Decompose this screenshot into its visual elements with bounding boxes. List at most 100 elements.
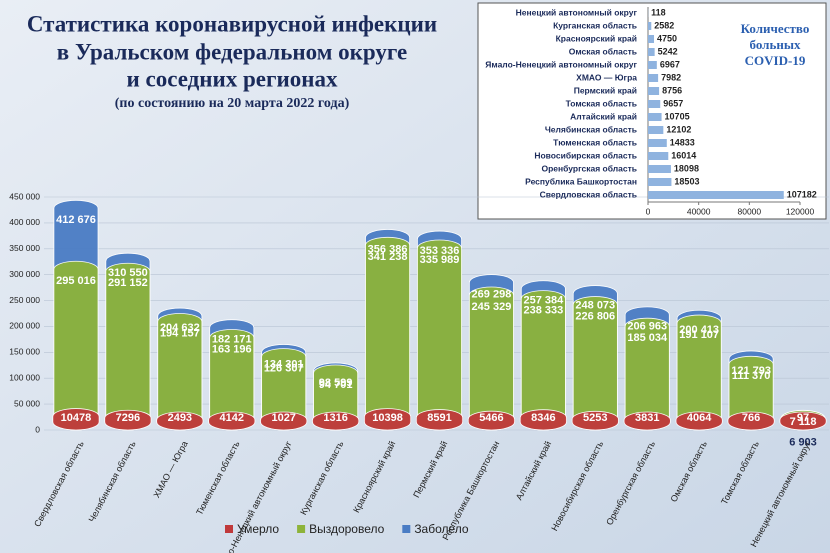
value-label: 121 793 [731,365,771,377]
y-tick-label: Новосибирская область [534,150,637,160]
y-tick-label: 0 [35,424,40,434]
bar [260,411,308,431]
y-tick-label: Тюменская область [553,137,637,147]
x-tick-label: 80000 [738,206,762,216]
legend-swatch [402,525,411,533]
bar [312,411,360,431]
value-label: 16014 [671,150,696,160]
value-label: 8756 [662,85,682,95]
value-label: 111 370 [732,370,771,382]
value-label: 2493 [168,412,192,424]
y-tick-label: Ненецкий автономный округ [516,7,638,17]
value-label: 94 701 [319,379,353,391]
value-label: 163 196 [212,343,252,355]
value-label: 4064 [687,412,712,424]
inset-title: больных [750,37,801,52]
value-label: 134 301 [264,358,304,370]
value-label: 353 336 [420,245,460,257]
value-label: 5242 [658,46,678,56]
y-tick-label: 50 000 [14,398,40,408]
bar [467,410,516,431]
bar [415,409,464,431]
value-label: 191 107 [679,329,719,341]
legend-label: Умерло [237,522,279,536]
value-label: 257 384 [523,295,564,307]
y-tick-label: Курганская область [553,20,637,30]
bar [675,411,723,431]
bar [648,22,652,30]
value-label: 4142 [220,412,244,424]
y-tick-label: 450 000 [9,191,40,201]
value-label: 206 963 [627,321,667,333]
bar [648,165,671,173]
y-tick-label: 200 000 [9,321,40,331]
x-tick-label: 0 [646,206,651,216]
y-tick-label: Ямало-Ненецкий автономный округ [485,59,637,69]
y-tick-label: Челябинская область [545,124,637,134]
value-label: 5466 [479,412,503,424]
legend-swatch [225,525,233,533]
bar [648,139,667,147]
value-label: 12102 [666,124,691,134]
y-tick-label: 300 000 [9,269,40,279]
inset-title: COVID-19 [745,53,806,68]
value-label: 8346 [531,412,555,424]
bar [648,61,657,69]
value-label: 2582 [654,20,674,30]
y-tick-label: Томская область [566,98,637,108]
chart-subtitle: (по состоянию на 20 марта 2022 года) [115,96,350,111]
value-label: 200 413 [679,324,719,336]
x-tick-label: 120000 [786,206,815,216]
y-tick-label: 350 000 [9,243,40,253]
y-tick-label: Республика Башкортостан [525,176,637,186]
bar [648,35,655,43]
y-tick-label: 400 000 [9,217,40,227]
bar [623,411,671,431]
value-label: 245 329 [472,301,512,313]
value-label: 10398 [372,412,403,424]
value-label: 8591 [427,412,451,424]
value-label: 10705 [665,111,690,121]
value-label: 248 073 [575,299,615,311]
inset-title: Количество [741,21,810,36]
y-tick-label: Оренбургская область [541,163,637,173]
bar [648,74,659,82]
value-label: 98 599 [319,377,353,389]
value-label: 766 [742,412,760,424]
value-label: 7296 [116,412,140,424]
value-label: 341 238 [368,251,408,263]
y-tick-label: Пермский край [574,85,637,95]
value-label: 269 298 [472,288,512,300]
y-tick-label: 100 000 [9,372,40,382]
bar [648,191,784,199]
value-label: 185 034 [627,332,668,344]
value-label: 118 [651,7,666,17]
value-label: 182 171 [212,334,252,346]
y-tick-label: 150 000 [9,347,40,357]
legend-label: Выздоровело [309,522,385,536]
value-label: 5253 [583,412,607,424]
bar [104,409,152,431]
value-label: 226 806 [575,310,615,322]
bar [519,409,567,431]
value-label: 194 157 [160,327,200,339]
value-label: 6967 [660,59,680,69]
legend-swatch [297,525,306,533]
value-label: 295 016 [56,275,96,287]
value-label: 4750 [657,33,677,43]
value-label: 7 118 [790,416,817,428]
bar [648,126,664,134]
y-tick-label: ХМАО — Югра [576,72,637,82]
value-label: 97 [797,412,809,424]
y-tick-label: Омская область [569,46,637,56]
bar [571,410,619,431]
bar [648,48,655,56]
y-tick-label: 250 000 [9,295,40,305]
value-label: 291 152 [108,277,148,289]
value-label: 238 333 [523,305,563,317]
value-label: 6 903 [789,436,817,448]
chart-title: и соседних регионах [127,66,338,91]
value-label: 1316 [323,412,347,424]
value-label: 126 307 [264,363,304,375]
